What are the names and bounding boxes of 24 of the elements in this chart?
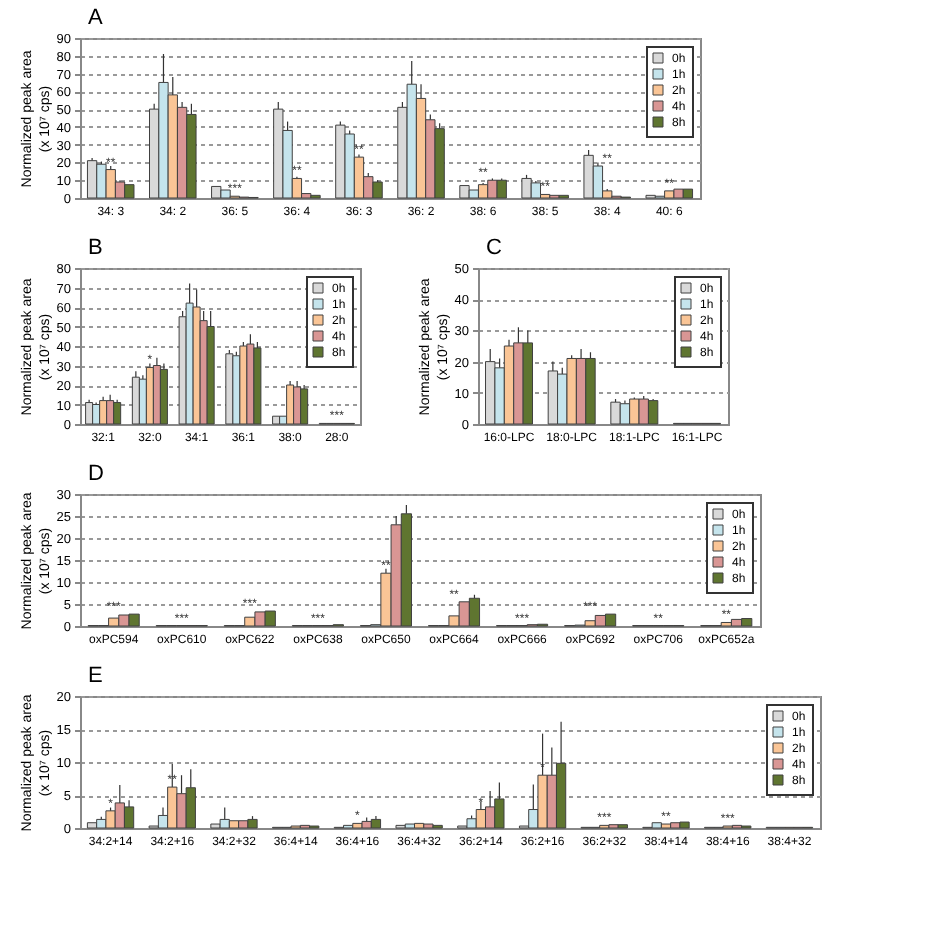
bar: [459, 185, 470, 199]
bar: [86, 822, 98, 829]
bar: [555, 762, 567, 829]
bar: [272, 415, 281, 425]
chart-title: C: [486, 236, 502, 260]
bar: [286, 384, 295, 425]
bar: [293, 386, 302, 425]
bar: [246, 343, 255, 425]
bar: [192, 306, 201, 425]
bar: [106, 400, 115, 425]
bar: [99, 400, 108, 425]
chart-title: B: [88, 236, 103, 260]
bar: [300, 388, 309, 425]
chart-title: E: [88, 664, 103, 688]
bar: [206, 326, 215, 425]
bar: [85, 402, 94, 425]
bar: [610, 401, 621, 425]
bar: [113, 402, 122, 425]
bar: [92, 404, 101, 425]
bar: [253, 347, 262, 425]
chart-title: D: [88, 462, 104, 486]
bar: [123, 806, 135, 829]
bar: [159, 368, 168, 425]
chart-title: A: [88, 6, 104, 30]
